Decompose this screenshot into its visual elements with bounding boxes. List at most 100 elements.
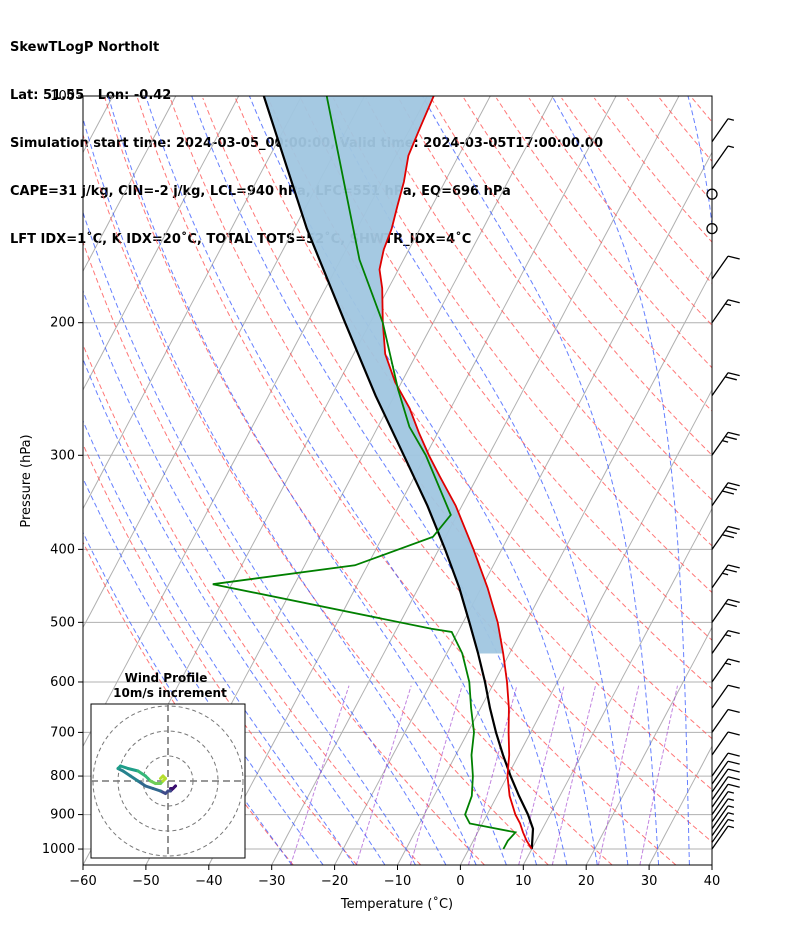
wind-barb <box>711 564 740 589</box>
dry-adiabat-line <box>234 97 712 740</box>
moist-adiabat-line <box>248 96 598 865</box>
hodograph-trace-segment <box>129 774 140 783</box>
x-tick-label: 40 <box>704 874 721 889</box>
wind-barb <box>706 222 718 235</box>
barb-flag <box>727 525 740 531</box>
y-tick-label: 600 <box>50 675 75 690</box>
barb-staff <box>711 776 729 801</box>
y-tick-label: 700 <box>50 725 75 740</box>
wind-barb <box>711 598 740 623</box>
barb-flag <box>727 564 740 569</box>
x-tick-label: 10 <box>515 874 532 889</box>
barb-staff <box>711 798 729 823</box>
hodograph-trace-segment <box>136 769 147 778</box>
wind-barb <box>711 768 740 793</box>
isotherm-line <box>585 626 712 865</box>
isotherm-line <box>83 96 240 391</box>
dry-adiabat-line <box>202 97 712 791</box>
dry-adiabat-line <box>169 97 712 843</box>
wind-barb <box>711 255 740 280</box>
barb-staff <box>711 482 729 507</box>
barb-flag <box>725 376 737 381</box>
y-tick-label: 500 <box>50 615 75 630</box>
barb-flag <box>727 776 740 781</box>
barb-flag <box>722 534 735 539</box>
dry-adiabat-line <box>528 97 712 326</box>
wind-barb <box>711 798 735 823</box>
calm-wind-circle <box>706 188 718 200</box>
y-tick-label: 1000 <box>42 842 75 857</box>
barb-flag <box>725 486 737 491</box>
grid-layer <box>83 96 712 865</box>
barb-staff <box>711 299 729 324</box>
moist-adiabat-line <box>107 96 507 865</box>
wind-barb <box>711 783 740 808</box>
barb-flag <box>725 435 737 441</box>
y-tick-label: 100 <box>50 89 75 104</box>
moist-adiabat-line <box>83 289 416 865</box>
barb-flag <box>722 490 735 495</box>
isotherm-line <box>459 388 712 865</box>
barb-staff <box>711 630 729 654</box>
temperature-profile-line <box>378 96 533 850</box>
barb-staff <box>711 752 729 777</box>
barb-staff <box>711 684 729 709</box>
barb-flag <box>725 568 737 573</box>
dry-adiabat-line <box>365 97 712 547</box>
moist-adiabat-line <box>83 531 293 865</box>
wind-barb <box>711 525 740 550</box>
x-axis-label: Temperature (˚C) <box>340 896 453 912</box>
barb-flag <box>725 303 732 306</box>
barb-flag <box>727 684 740 689</box>
mixing-ratio-line <box>639 685 678 865</box>
moist-adiabat-line <box>83 357 386 865</box>
barb-flag <box>725 602 737 608</box>
wind-barb <box>711 482 740 507</box>
hodograph-trace-segment <box>121 769 132 778</box>
calm-wind-circle <box>706 222 718 235</box>
isotherm-line <box>334 151 712 865</box>
x-tick-label: 20 <box>578 874 595 889</box>
x-tick-label: 30 <box>641 874 658 889</box>
mixing-ratio-line <box>468 685 518 865</box>
hodograph-trace-segment <box>136 779 147 788</box>
moist-adiabat-line <box>83 116 477 865</box>
wind-barb <box>711 760 740 785</box>
wind-barb <box>711 629 740 654</box>
barb-flag <box>727 791 735 794</box>
dry-adiabat-line <box>83 133 549 865</box>
dry-adiabat-line <box>83 240 485 865</box>
dry-adiabat-line <box>104 97 613 865</box>
barb-flag <box>727 731 740 736</box>
barb-staff <box>711 791 729 815</box>
moist-adiabat-line <box>551 96 690 865</box>
wind-barb <box>711 812 735 837</box>
barb-staff <box>711 825 729 850</box>
mixing-ratio-line <box>597 685 640 865</box>
moist-adiabat-line <box>83 210 447 865</box>
x-tick-label: −20 <box>321 874 348 889</box>
x-tick-label: −10 <box>384 874 411 889</box>
dewpoint-profile-line <box>212 96 518 850</box>
barb-staff <box>711 768 729 793</box>
barb-flag <box>727 629 740 635</box>
mixing-ratio-line <box>551 685 596 865</box>
moist-adiabat-line <box>687 96 712 229</box>
hodograph-subtitle: 10m/s increment <box>113 686 227 700</box>
y-tick-label: 400 <box>50 542 75 557</box>
isotherm-line <box>83 96 303 510</box>
dry-adiabat-line <box>430 97 712 456</box>
barb-staff <box>711 599 729 623</box>
moist-adiabat-line <box>83 419 355 865</box>
dry-adiabat-line <box>561 97 712 285</box>
isotherm-line <box>397 270 712 865</box>
barb-staff <box>711 658 729 683</box>
y-tick-label: 900 <box>50 808 75 823</box>
wind-barb <box>711 684 740 709</box>
dry-adiabat-line <box>691 97 712 123</box>
barb-staff <box>711 431 729 456</box>
hodograph-trace-segment <box>126 767 140 773</box>
barb-flag <box>727 783 740 788</box>
mixing-ratio-line <box>355 685 412 865</box>
